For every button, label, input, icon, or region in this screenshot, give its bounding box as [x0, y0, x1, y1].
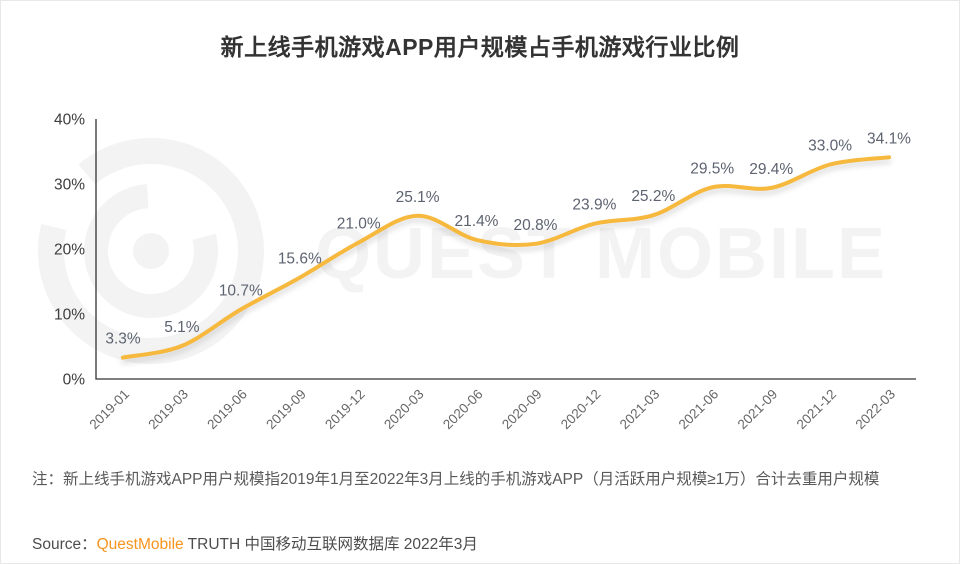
y-axis-tick-label: 0% [63, 372, 86, 389]
source-rest: TRUTH 中国移动互联网数据库 2022年3月 [183, 536, 478, 553]
data-point-label: 10.7% [219, 283, 263, 300]
x-axis-tick-label: 2022-03 [852, 387, 898, 433]
data-point-label: 25.2% [631, 188, 675, 205]
x-axis-tick-label: 2019-01 [86, 387, 132, 433]
x-axis-tick-label: 2019-09 [263, 387, 309, 433]
data-point-label: 33.0% [808, 138, 852, 155]
page-title: 新上线手机游戏APP用户规模占手机游戏行业比例 [220, 34, 740, 60]
data-point-label: 34.1% [867, 130, 911, 147]
x-axis-tick-label: 2021-09 [735, 387, 781, 433]
data-point-label: 23.9% [572, 197, 616, 214]
data-point-label: 15.6% [278, 251, 322, 268]
y-axis-tick-label: 10% [54, 307, 85, 324]
data-point-label: 29.4% [749, 161, 793, 178]
x-axis-tick-label: 2019-12 [322, 387, 368, 433]
x-axis-tick-label: 2019-03 [145, 387, 191, 433]
x-axis-tick-label: 2020-03 [381, 387, 427, 433]
data-point-label: 20.8% [514, 217, 558, 234]
watermark-text: QUEST MOBILE [315, 214, 887, 294]
data-point-label: 5.1% [164, 319, 200, 336]
series-line [121, 155, 891, 360]
y-axis-tick-label: 40% [54, 112, 85, 129]
watermark-logo-inner-ring [84, 184, 218, 318]
y-axis-tick-label: 30% [54, 177, 85, 194]
x-axis-tick-label: 2021-06 [676, 387, 722, 433]
data-point-label: 21.0% [337, 216, 381, 233]
data-point-label: 29.5% [690, 160, 734, 177]
watermark-logo-dot [133, 233, 169, 269]
data-point-label: 3.3% [105, 331, 141, 348]
source-label: Source： [32, 536, 97, 553]
x-axis-tick-label: 2021-12 [794, 387, 840, 433]
x-axis-tick-label: 2021-03 [617, 387, 663, 433]
x-axis-tick-label: 2020-06 [440, 387, 486, 433]
source-line: Source：QuestMobile TRUTH 中国移动互联网数据库 2022… [32, 532, 478, 554]
x-axis-tick-label: 2020-09 [499, 387, 545, 433]
source-brand: QuestMobile [96, 536, 184, 553]
x-axis-tick-label: 2020-12 [558, 387, 604, 433]
data-point-label: 25.1% [396, 189, 440, 206]
x-axis-tick-label: 2019-06 [204, 387, 250, 433]
axis-lines [95, 119, 916, 380]
y-axis-tick-label: 20% [54, 242, 85, 259]
footnote: 注：新上线手机游戏APP用户规模指2019年1月至2022年3月上线的手机游戏A… [32, 471, 880, 488]
data-point-label: 21.4% [455, 213, 499, 230]
